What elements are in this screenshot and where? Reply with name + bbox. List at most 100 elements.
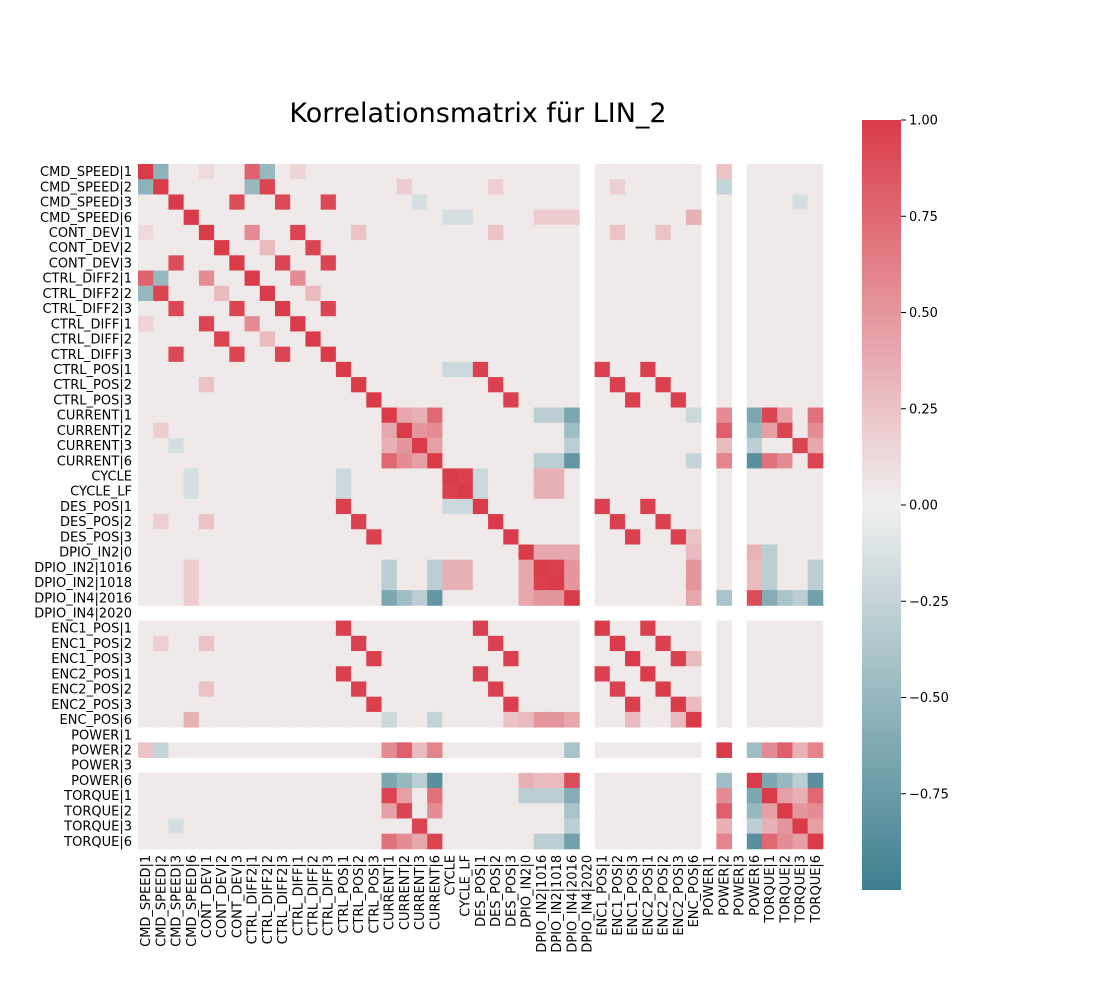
heatmap-cell — [746, 788, 763, 804]
heatmap-cell — [488, 590, 504, 606]
heatmap-cell — [411, 483, 428, 500]
heatmap-cell — [168, 377, 185, 393]
heatmap-cell — [488, 300, 504, 317]
heatmap-cell — [183, 300, 200, 317]
heatmap-cell — [229, 620, 245, 637]
y-tick-label: DPIO_IN4|2020 — [34, 606, 132, 621]
heatmap-cell — [183, 590, 200, 606]
heatmap-cell — [183, 164, 200, 180]
heatmap-cell — [503, 240, 519, 256]
heatmap-cell — [609, 559, 626, 576]
heatmap-cell — [335, 361, 352, 378]
heatmap-cell — [381, 559, 398, 576]
heatmap-cell — [259, 255, 276, 271]
heatmap-cell — [472, 285, 489, 302]
heatmap-cell — [625, 772, 641, 789]
heatmap-cell — [411, 818, 428, 835]
heatmap-cell — [320, 346, 337, 363]
heatmap-cell — [305, 331, 322, 348]
heatmap-cell — [503, 711, 519, 728]
heatmap-cell — [366, 316, 382, 332]
y-tick-label: DPIO_IN2|1016 — [34, 561, 132, 576]
heatmap-cell — [138, 529, 154, 545]
heatmap-cell — [807, 559, 824, 576]
heatmap-cell — [518, 209, 535, 226]
heatmap-cell — [214, 590, 230, 606]
heatmap-cell — [533, 377, 550, 393]
heatmap-cell — [746, 681, 763, 698]
heatmap-cell — [305, 392, 322, 408]
heatmap-cell — [716, 574, 732, 591]
heatmap-cell — [351, 224, 367, 241]
heatmap-cell — [198, 711, 215, 728]
heatmap-cell — [746, 209, 763, 226]
heatmap-cell — [625, 316, 641, 332]
heatmap-cell — [183, 224, 200, 241]
heatmap-cell — [183, 514, 200, 530]
heatmap-cell — [746, 772, 763, 789]
heatmap-cell — [472, 270, 489, 287]
heatmap-cell — [442, 620, 459, 637]
heatmap-cell — [548, 179, 565, 195]
heatmap-cell — [716, 453, 732, 469]
heatmap-cell — [244, 422, 261, 439]
heatmap-cell — [533, 833, 550, 850]
heatmap-cell — [685, 635, 702, 652]
heatmap-cell — [716, 377, 732, 393]
heatmap-cell — [396, 300, 413, 317]
heatmap-cell — [244, 361, 261, 378]
heatmap-cell — [518, 772, 535, 789]
heatmap-cell — [259, 514, 276, 530]
heatmap-cell — [746, 666, 763, 682]
heatmap-cell — [305, 453, 322, 469]
heatmap-cell — [472, 377, 489, 393]
heatmap-cell — [335, 483, 352, 500]
heatmap-cell — [351, 422, 367, 439]
heatmap-cell — [807, 377, 824, 393]
heatmap-cell — [640, 224, 656, 241]
heatmap-cell — [366, 635, 382, 652]
heatmap-cell — [366, 468, 382, 485]
heatmap-cell — [290, 316, 306, 332]
heatmap-cell — [153, 483, 169, 500]
heatmap-cell — [548, 224, 565, 241]
heatmap-cell — [396, 346, 413, 363]
heatmap-cell — [183, 361, 200, 378]
heatmap-cell — [442, 666, 459, 682]
heatmap-cell — [138, 331, 154, 348]
heatmap-cell — [244, 209, 261, 226]
heatmap-cell — [503, 574, 519, 591]
heatmap-cell — [244, 300, 261, 317]
heatmap-cell — [427, 240, 443, 256]
heatmap-cell — [198, 620, 215, 637]
x-tick-label: TORQUE|2 — [778, 855, 793, 924]
heatmap-cell — [533, 544, 550, 561]
heatmap-cell — [685, 300, 702, 317]
heatmap-cell — [625, 483, 641, 500]
heatmap-cell — [411, 590, 428, 606]
heatmap-cell — [503, 483, 519, 500]
heatmap-cell — [777, 529, 793, 545]
x-tick-label: ENC2_POS|3 — [672, 855, 687, 936]
heatmap-cell — [488, 255, 504, 271]
heatmap-cell — [320, 772, 337, 789]
heatmap-cell — [366, 179, 382, 195]
heatmap-cell — [609, 483, 626, 500]
heatmap-cell — [396, 194, 413, 211]
heatmap-cell — [609, 544, 626, 561]
heatmap-cell — [655, 590, 672, 606]
heatmap-cell — [214, 361, 230, 378]
heatmap-cell — [503, 514, 519, 530]
heatmap-cell — [564, 270, 580, 287]
heatmap-cell — [351, 285, 367, 302]
x-tick-label: CONT_DEV|2 — [215, 855, 230, 938]
heatmap-cell — [472, 255, 489, 271]
heatmap-cell — [290, 453, 306, 469]
heatmap-cell — [138, 453, 154, 469]
heatmap-cell — [533, 392, 550, 408]
heatmap-cell — [168, 209, 185, 226]
heatmap-cell — [609, 711, 626, 728]
heatmap-cell — [548, 346, 565, 363]
heatmap-cell — [381, 285, 398, 302]
heatmap-cell — [305, 346, 322, 363]
